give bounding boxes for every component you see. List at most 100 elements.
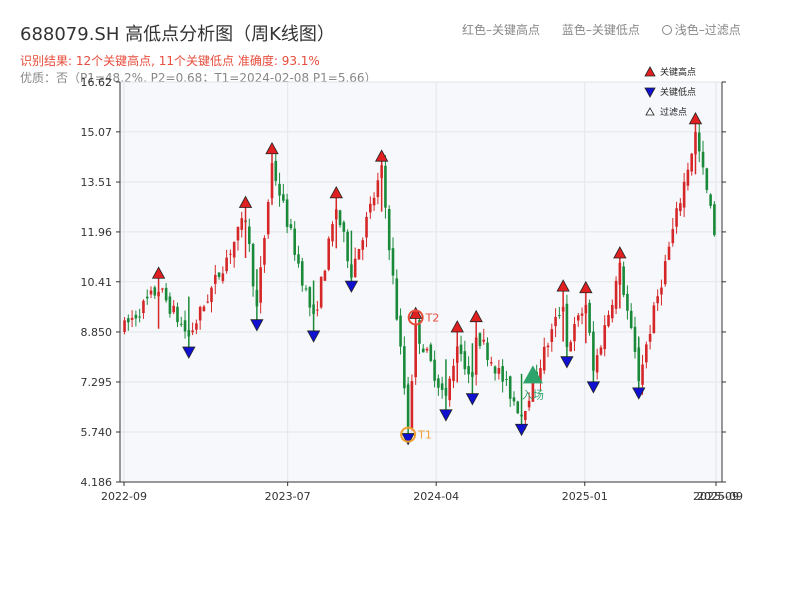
candle <box>554 308 557 338</box>
candle-body <box>645 344 648 363</box>
candle-body <box>210 287 213 303</box>
candle-body <box>603 325 607 350</box>
key-low-marker <box>344 280 359 293</box>
candle <box>516 400 520 415</box>
candle-body <box>263 238 266 265</box>
candle <box>304 285 308 292</box>
t2-circle <box>407 309 424 326</box>
candle-body <box>542 346 546 371</box>
candle-body <box>569 342 573 352</box>
y-tick-label: 7.295 <box>81 376 113 389</box>
candle-body <box>387 208 391 251</box>
candle-body <box>289 224 293 229</box>
candle <box>542 337 546 375</box>
candle-body <box>198 306 202 321</box>
candle <box>217 272 221 280</box>
candle <box>603 315 607 357</box>
candle-body <box>497 368 501 374</box>
candle <box>297 245 300 268</box>
candle <box>251 242 255 297</box>
candle-body <box>489 362 493 364</box>
candle-body <box>558 314 561 316</box>
candle <box>399 308 402 355</box>
candle <box>645 341 648 369</box>
candle-body <box>130 317 134 320</box>
candle <box>278 172 281 207</box>
candle-body <box>486 342 489 361</box>
candle-body <box>395 278 399 320</box>
candle-body <box>391 248 395 276</box>
key-low-marker <box>306 330 321 343</box>
key-high-marker <box>450 320 464 333</box>
candle-body <box>501 366 504 382</box>
candle-body <box>338 210 342 226</box>
candle-body <box>573 324 576 342</box>
candle-body <box>467 366 470 375</box>
candle-body <box>297 254 300 264</box>
candle-body <box>217 272 221 277</box>
candle-body <box>206 301 210 303</box>
candle <box>599 345 603 356</box>
candle <box>448 376 452 407</box>
candle-body <box>580 313 584 316</box>
candle <box>433 350 436 388</box>
candle-body <box>134 314 138 319</box>
legend-light-filtered: 浅色–过滤点 <box>661 23 759 37</box>
key-high-marker <box>265 141 279 155</box>
candle <box>263 235 266 273</box>
candle <box>440 376 444 399</box>
legend-label: 关键低点 <box>660 86 696 98</box>
candle-body <box>652 305 656 334</box>
candle <box>130 310 134 328</box>
y-tick-label: 16.62 <box>81 76 113 89</box>
candle <box>346 229 349 269</box>
candle <box>316 300 319 317</box>
candle <box>342 220 346 243</box>
entry-label: 入场 <box>522 387 544 401</box>
candle <box>319 276 323 309</box>
key-low-marker <box>465 393 480 406</box>
candle <box>505 370 508 387</box>
key-low-marker <box>401 433 415 446</box>
candle-body <box>452 365 455 382</box>
candle <box>482 328 486 345</box>
candle <box>663 254 667 287</box>
candle <box>539 359 542 391</box>
candle <box>713 201 716 237</box>
candle <box>221 266 225 284</box>
candle <box>376 172 380 205</box>
candle <box>176 302 179 327</box>
candle <box>327 236 331 272</box>
candle-body <box>369 203 372 213</box>
candle-body <box>686 169 690 186</box>
candle <box>191 322 194 336</box>
candle-body <box>384 165 387 208</box>
candle-body <box>202 306 206 311</box>
candle <box>452 358 455 389</box>
candle <box>425 346 429 353</box>
candle <box>648 324 652 350</box>
candle <box>652 301 656 334</box>
candle-body <box>663 261 667 285</box>
candle <box>365 211 368 248</box>
y-tick-label: 15.07 <box>81 126 113 139</box>
candle <box>493 365 497 381</box>
candle-body <box>221 273 225 282</box>
candle-body <box>376 180 380 198</box>
candle-body <box>316 309 319 311</box>
entry-marker <box>522 365 543 384</box>
candle <box>308 286 312 317</box>
candle <box>232 241 236 268</box>
key-high-marker <box>556 279 570 292</box>
key-high-marker <box>238 195 253 208</box>
candle-body <box>690 153 693 172</box>
candle-body <box>353 258 357 278</box>
candle <box>213 264 217 295</box>
candle-body <box>493 366 497 374</box>
y-tick-label: 4.186 <box>81 476 113 489</box>
key-low-marker <box>514 423 529 437</box>
candle-body <box>675 208 678 227</box>
candle-body <box>399 315 402 347</box>
candle <box>546 342 550 358</box>
